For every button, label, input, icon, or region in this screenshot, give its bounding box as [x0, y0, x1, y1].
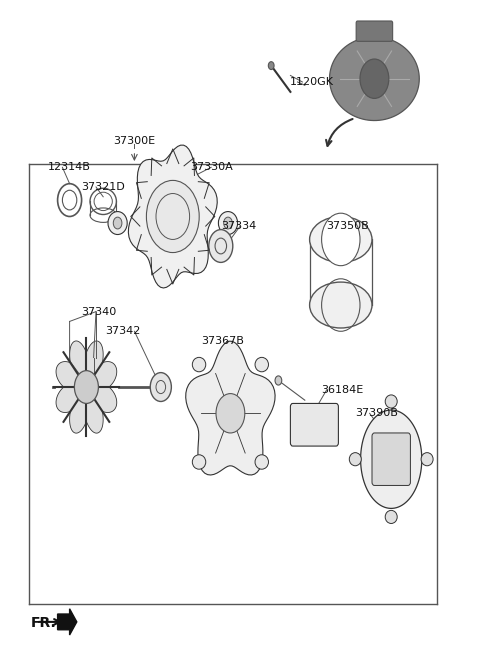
Ellipse shape [192, 455, 206, 469]
Text: 37350B: 37350B [326, 221, 369, 232]
FancyBboxPatch shape [290, 403, 338, 446]
FancyBboxPatch shape [372, 433, 410, 485]
Text: 36184E: 36184E [322, 385, 364, 396]
Ellipse shape [192, 358, 206, 372]
Circle shape [216, 394, 245, 433]
Circle shape [113, 217, 122, 229]
Polygon shape [330, 37, 420, 121]
Text: FR.: FR. [31, 616, 57, 630]
Text: 37321D: 37321D [82, 182, 125, 192]
Polygon shape [128, 145, 217, 288]
Text: 37340: 37340 [82, 306, 117, 317]
Ellipse shape [385, 395, 397, 408]
Circle shape [224, 217, 232, 229]
Circle shape [150, 373, 171, 401]
Ellipse shape [310, 282, 372, 328]
Ellipse shape [385, 510, 397, 523]
FancyBboxPatch shape [356, 21, 393, 41]
Circle shape [360, 59, 389, 98]
Polygon shape [186, 341, 275, 475]
Circle shape [74, 371, 98, 403]
Text: 37300E: 37300E [113, 136, 156, 146]
Text: 37367B: 37367B [202, 336, 244, 346]
Text: 37330A: 37330A [190, 162, 233, 173]
Text: 37342: 37342 [106, 326, 141, 337]
Polygon shape [56, 341, 117, 433]
Ellipse shape [349, 453, 361, 466]
Ellipse shape [255, 358, 268, 372]
Circle shape [209, 230, 233, 262]
Text: 12314B: 12314B [48, 162, 91, 173]
Polygon shape [58, 609, 77, 635]
Text: 1120GK: 1120GK [290, 77, 334, 87]
Circle shape [275, 376, 282, 385]
Ellipse shape [108, 211, 127, 234]
Ellipse shape [310, 216, 372, 262]
Ellipse shape [255, 455, 268, 469]
Circle shape [268, 62, 274, 70]
Polygon shape [360, 410, 422, 508]
Circle shape [322, 213, 360, 266]
Text: 37334: 37334 [221, 221, 256, 232]
Ellipse shape [218, 211, 238, 234]
Ellipse shape [421, 453, 433, 466]
Text: 37390B: 37390B [355, 408, 398, 419]
Circle shape [146, 180, 199, 253]
